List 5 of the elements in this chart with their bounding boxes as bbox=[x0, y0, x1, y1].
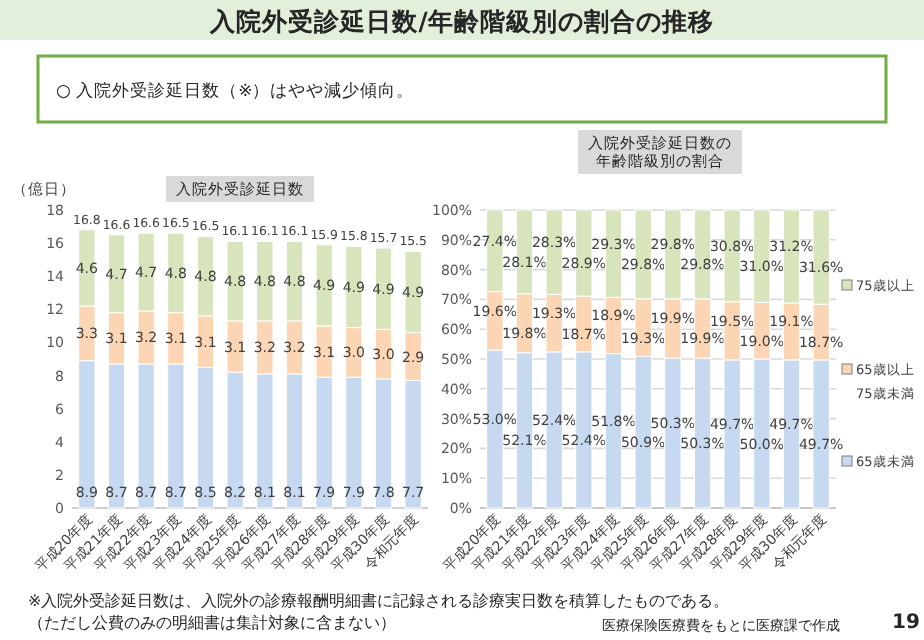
text: 19 bbox=[892, 612, 920, 634]
text: 入院外受診延日数/年齢階級別の割合の推移 bbox=[208, 6, 714, 36]
text: （ただし公費のみの明細書は集計対象に含まない） bbox=[28, 614, 396, 632]
text: ○ 入院外受診延日数（※）はやや減少傾向。 bbox=[56, 80, 415, 102]
text: ※入院外受診延日数は、入院外の診療報酬明細書に記録される診療実日数を積算したものである。 bbox=[28, 592, 730, 610]
